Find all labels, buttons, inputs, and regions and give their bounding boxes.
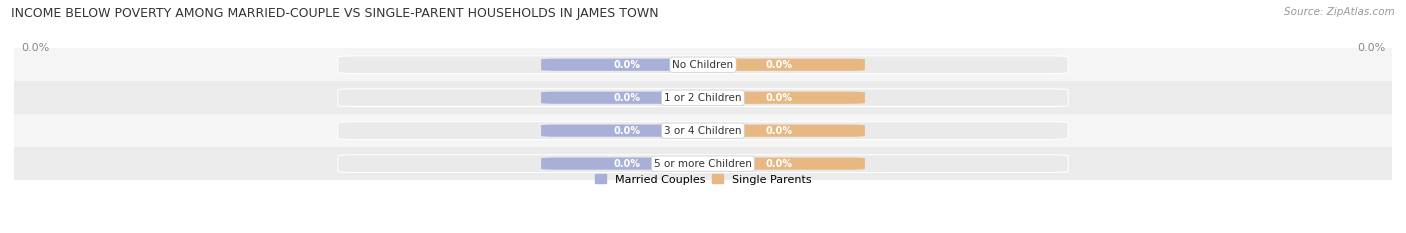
FancyBboxPatch shape	[337, 89, 1069, 106]
Bar	[14, 48, 1392, 81]
Text: 1 or 2 Children: 1 or 2 Children	[664, 93, 742, 103]
Bar	[14, 114, 1392, 147]
Bar	[14, 147, 1392, 180]
FancyBboxPatch shape	[337, 122, 1069, 140]
Text: INCOME BELOW POVERTY AMONG MARRIED-COUPLE VS SINGLE-PARENT HOUSEHOLDS IN JAMES T: INCOME BELOW POVERTY AMONG MARRIED-COUPL…	[11, 7, 659, 20]
FancyBboxPatch shape	[693, 158, 865, 170]
FancyBboxPatch shape	[541, 92, 713, 104]
Text: 0.0%: 0.0%	[21, 43, 49, 53]
Text: 0.0%: 0.0%	[613, 159, 641, 169]
FancyBboxPatch shape	[693, 92, 865, 104]
Text: 0.0%: 0.0%	[613, 126, 641, 136]
Text: 5 or more Children: 5 or more Children	[654, 159, 752, 169]
Text: 3 or 4 Children: 3 or 4 Children	[664, 126, 742, 136]
Text: No Children: No Children	[672, 60, 734, 70]
FancyBboxPatch shape	[541, 59, 713, 71]
Text: 0.0%: 0.0%	[765, 60, 793, 70]
Legend: Married Couples, Single Parents: Married Couples, Single Parents	[592, 172, 814, 187]
FancyBboxPatch shape	[337, 56, 1069, 74]
FancyBboxPatch shape	[337, 155, 1069, 172]
FancyBboxPatch shape	[693, 125, 865, 137]
Text: Source: ZipAtlas.com: Source: ZipAtlas.com	[1284, 7, 1395, 17]
Text: 0.0%: 0.0%	[765, 159, 793, 169]
FancyBboxPatch shape	[541, 125, 713, 137]
Text: 0.0%: 0.0%	[1357, 43, 1385, 53]
FancyBboxPatch shape	[693, 59, 865, 71]
Text: 0.0%: 0.0%	[613, 93, 641, 103]
Text: 0.0%: 0.0%	[765, 126, 793, 136]
Text: 0.0%: 0.0%	[765, 93, 793, 103]
FancyBboxPatch shape	[541, 158, 713, 170]
Text: 0.0%: 0.0%	[613, 60, 641, 70]
Bar	[14, 81, 1392, 114]
